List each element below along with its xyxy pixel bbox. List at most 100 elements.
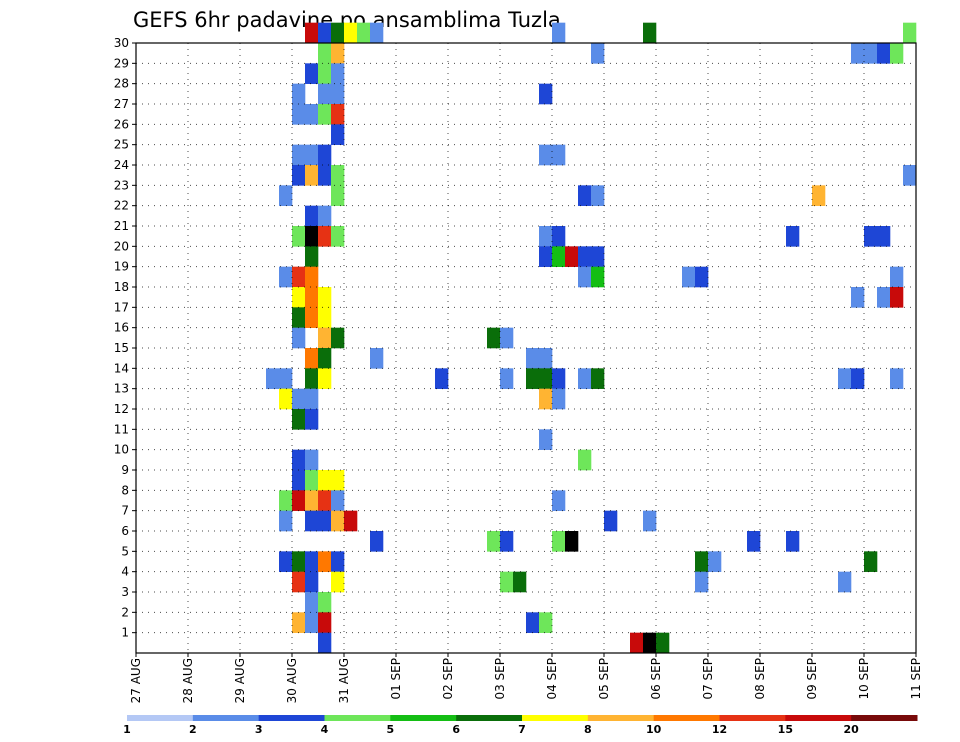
heatmap-cell [370, 22, 384, 44]
heatmap-cell [305, 510, 319, 532]
heatmap-cell [305, 165, 319, 186]
heatmap-cell [539, 429, 553, 450]
heatmap-cell [331, 124, 345, 145]
heatmap-cell [591, 43, 605, 64]
heatmap-cell [318, 104, 332, 125]
x-tick-label: 29 AUG [233, 658, 247, 703]
y-axis: 1234567891011121314151617181920212223242… [114, 36, 136, 640]
heatmap-cell [318, 165, 332, 186]
colorbar-segment [258, 715, 325, 721]
heatmap-cell [851, 287, 865, 308]
heatmap-cell [526, 368, 540, 389]
heatmap-cell [292, 165, 306, 186]
heatmap-cell [292, 470, 306, 491]
heatmap-cell [851, 368, 865, 389]
heatmap-cell [591, 246, 605, 267]
heatmap-cell [890, 266, 904, 288]
colorbar-segment [324, 715, 391, 721]
heatmap-cell [864, 551, 878, 572]
heatmap-cell [500, 368, 514, 389]
heatmap-cell [292, 571, 306, 593]
heatmap-cell [487, 531, 501, 552]
heatmap-cell [643, 22, 657, 44]
y-tick-label: 17 [114, 300, 129, 314]
heatmap-cell [331, 571, 345, 593]
heatmap-cell [331, 226, 345, 247]
heatmap-cell [318, 551, 332, 572]
heatmap-cell [292, 83, 306, 105]
heatmap-cell [305, 22, 319, 44]
heatmap-cell [591, 185, 605, 206]
colorbar-legend: 1 2 3 4 5 6 7 8 10 12 15 20 [123, 715, 918, 736]
heatmap-cell [877, 226, 891, 247]
heatmap-cell [786, 531, 800, 552]
x-tick-label: 01 SEP [389, 658, 403, 700]
heatmap-cell [682, 266, 696, 288]
heatmap-cell [331, 551, 345, 572]
heatmap-cell [331, 327, 345, 349]
heatmap-cell [305, 388, 319, 410]
y-tick-label: 5 [121, 544, 129, 558]
heatmap-cell [331, 63, 345, 84]
heatmap-cell [565, 246, 579, 267]
heatmap-cell [578, 266, 592, 288]
y-tick-label: 6 [121, 524, 129, 538]
heatmap-cell [864, 43, 878, 64]
heatmap-cell [695, 266, 709, 288]
y-tick-label: 23 [114, 178, 129, 192]
cell-layer [266, 22, 917, 654]
heatmap-cell [318, 490, 332, 511]
heatmap-cell [292, 226, 306, 247]
y-tick-label: 29 [114, 56, 129, 70]
x-tick-label: 28 AUG [181, 658, 195, 703]
heatmap-cell [292, 490, 306, 511]
y-tick-label: 3 [121, 585, 129, 599]
heatmap-cell [851, 43, 865, 64]
y-tick-label: 14 [114, 361, 129, 375]
y-tick-label: 18 [114, 280, 129, 294]
heatmap-cell [552, 490, 566, 511]
heatmap-cell [318, 327, 332, 349]
heatmap-cell [292, 449, 306, 471]
x-tick-label: 09 SEP [805, 658, 819, 700]
heatmap-cell [578, 246, 592, 267]
heatmap-cell [552, 388, 566, 410]
heatmap-cell [331, 510, 345, 532]
y-tick-label: 22 [114, 199, 129, 213]
colorbar-segment [456, 715, 523, 721]
heatmap-cell [305, 226, 319, 247]
y-tick-label: 24 [114, 158, 129, 172]
heatmap-cell [279, 368, 293, 389]
colorbar-segment [127, 715, 194, 721]
heatmap-cell [292, 551, 306, 572]
heatmap-cell [331, 185, 345, 206]
y-tick-label: 30 [114, 36, 129, 50]
heatmap-cell [500, 571, 514, 593]
heatmap-cell [903, 22, 917, 44]
heatmap-cell [552, 368, 566, 389]
heatmap-cell [279, 510, 293, 532]
heatmap-cell [318, 368, 332, 389]
heatmap-cell [292, 287, 306, 308]
heatmap-cell [318, 83, 332, 105]
colorbar-label: 2 [189, 723, 197, 736]
colorbar-segment [587, 715, 655, 721]
heatmap-cell [318, 612, 332, 633]
y-tick-label: 13 [114, 382, 129, 396]
heatmap-cell [591, 368, 605, 389]
heatmap-cell [305, 592, 319, 613]
heatmap-cell [305, 144, 319, 166]
heatmap-cell [630, 632, 644, 654]
y-tick-label: 28 [114, 77, 129, 91]
heatmap-cell [695, 571, 709, 593]
colorbar-segment [390, 715, 457, 721]
heatmap-cell [838, 571, 852, 593]
heatmap-cell [539, 144, 553, 166]
heatmap-cell [708, 551, 722, 572]
heatmap-cell [578, 368, 592, 389]
heatmap-cell [838, 368, 852, 389]
heatmap-cell [513, 571, 527, 593]
grid-layer [135, 42, 917, 653]
heatmap-cell [578, 185, 592, 206]
heatmap-cell [318, 226, 332, 247]
